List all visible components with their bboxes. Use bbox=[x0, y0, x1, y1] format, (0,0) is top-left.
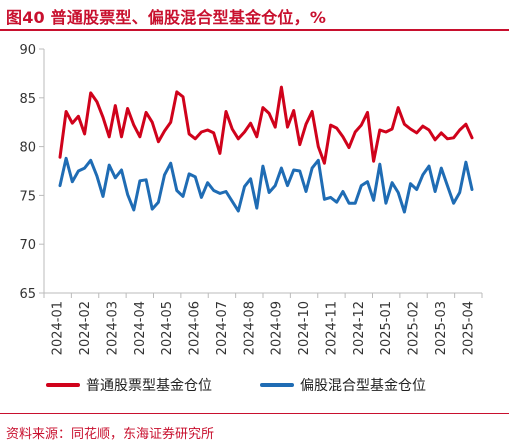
y-tick-label: 90 bbox=[19, 43, 36, 58]
x-tick-label: 2024-01 bbox=[51, 301, 66, 355]
y-tick-label: 80 bbox=[19, 141, 36, 156]
source-note: 资料来源：同花顺，东海证券研究所 bbox=[6, 427, 215, 442]
x-tick-label: 2024-09 bbox=[270, 301, 285, 355]
x-tick-label: 2024-07 bbox=[215, 301, 230, 355]
x-tick-label: 2024-03 bbox=[105, 301, 120, 355]
x-tick-label: 2024-10 bbox=[297, 301, 312, 355]
hybrid-fund-position-line bbox=[58, 156, 474, 214]
x-tick-label: 2024-12 bbox=[352, 301, 367, 355]
x-tick-label: 2025-01 bbox=[379, 301, 394, 355]
x-tick-label: 2025-02 bbox=[407, 301, 422, 355]
x-tick-label: 2024-02 bbox=[78, 301, 93, 355]
stock-fund-position-line bbox=[58, 85, 474, 165]
x-tick-label: 2024-11 bbox=[324, 301, 339, 355]
y-axis: 90 85 80 75 70 65 bbox=[19, 43, 45, 302]
x-tick-label: 2025-04 bbox=[461, 301, 476, 355]
y-tick-label: 85 bbox=[19, 92, 36, 107]
x-tick-label: 2025-03 bbox=[434, 301, 449, 355]
legend-label: 普通股票型基金仓位 bbox=[86, 377, 212, 394]
legend: 普通股票型基金仓位 偏股混合型基金仓位 bbox=[46, 377, 426, 394]
x-axis: 2024-01 2024-02 2024-03 2024-04 2024-05 2024-… bbox=[43, 292, 483, 355]
x-tick-label: 2024-04 bbox=[133, 301, 148, 355]
chart-title: 图40 普通股票型、偏股混合型基金仓位，% bbox=[6, 8, 327, 27]
legend-label: 偏股混合型基金仓位 bbox=[300, 377, 426, 394]
series-layer bbox=[58, 85, 474, 214]
y-tick-label: 65 bbox=[19, 287, 36, 302]
x-tick-label: 2024-08 bbox=[242, 301, 257, 355]
source-divider bbox=[0, 413, 509, 414]
x-tick-label: 2024-06 bbox=[188, 301, 203, 355]
title-divider bbox=[0, 29, 509, 31]
y-tick-label: 75 bbox=[19, 189, 36, 204]
x-tick-label: 2024-05 bbox=[160, 301, 175, 355]
y-tick-label: 70 bbox=[19, 238, 36, 253]
